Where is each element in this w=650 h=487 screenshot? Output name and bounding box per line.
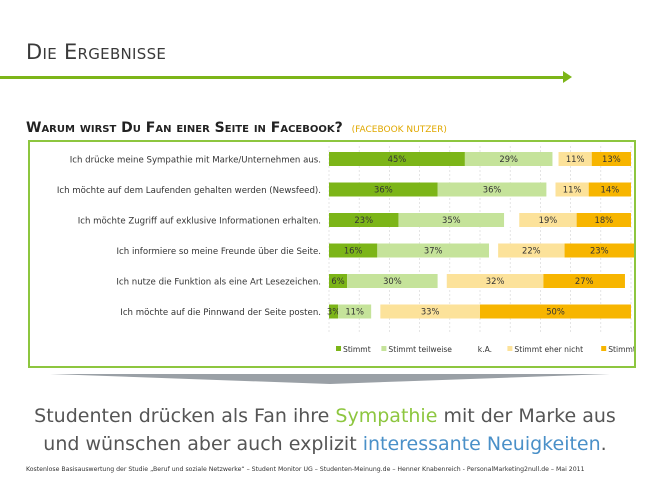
data-label: 19% [539,215,558,225]
legend-label: Stimmt [343,345,371,354]
bar-segment [552,152,559,166]
data-label: 6% [331,276,344,286]
category-label: Ich nutze die Funktion als eine Art Lese… [116,278,321,288]
title-rule [0,76,564,79]
data-label: 32% [486,276,505,286]
data-label: 18% [595,215,614,225]
data-label: 13% [602,154,621,164]
data-label: 37% [424,246,443,256]
bar-segment [329,243,378,258]
data-label: 29% [499,154,518,164]
data-label: 36% [483,185,502,195]
bar-segment [437,182,547,197]
legend-label: Stimmt nicht [608,345,634,354]
bar-segment [519,213,577,227]
data-label: 50% [546,307,565,317]
bar-segment [543,274,625,288]
data-label: 14% [601,185,620,195]
conclusion-line-2: und wünschen aber auch explizit interess… [43,433,607,455]
conclusion-line-1: Studenten drücken als Fan ihre Sympathie… [34,405,616,427]
highlight-neuigkeiten: interessante Neuigkeiten [362,433,601,455]
title-arrow-icon [563,71,572,83]
bar-segment [591,152,631,166]
category-label: Ich möchte auf die Pinnwand der Seite po… [120,308,321,318]
data-label: 35% [442,215,461,225]
category-label: Ich möchte Zugriff auf exklusive Informa… [78,217,321,227]
bar-segment [380,304,480,319]
data-label: 30% [383,276,402,286]
data-label: 27% [575,276,594,286]
bar-segment [564,243,634,258]
bar-segment [446,274,544,288]
bar-segment [329,304,339,319]
bar-segment [377,243,490,258]
data-label: 11% [566,154,585,164]
section-divider [50,374,610,384]
bar-segment [329,274,348,288]
bar-segment [558,152,592,166]
data-label: 23% [590,246,609,256]
question-text: Warum wirst Du Fan einer Seite in Facebo… [26,120,343,136]
chart-box: Ich drücke meine Sympathie mit Marke/Unt… [28,140,636,368]
bar-segment [555,182,589,197]
legend-label: Stimmt teilweise [388,345,452,354]
bar-segment [437,274,447,288]
bar-segment [329,213,399,227]
footer-source: Kostenlose Basisauswertung der Studie „B… [26,466,585,473]
legend-label: Stimmt eher nicht [514,345,583,354]
bar-segment [398,213,505,227]
slide-title: Die Ergebnisse [26,40,167,64]
chart-question: Warum wirst Du Fan einer Seite in Facebo… [26,120,447,136]
legend-swatch [601,346,607,351]
bar-segment [576,213,631,227]
highlight-sympathie: Sympathie [335,405,438,427]
bar-segment [588,182,631,197]
bar-segment [371,304,381,319]
bar-segment [329,182,438,197]
data-label: 36% [374,185,393,195]
bar-segment [504,213,520,227]
data-label: 45% [388,154,407,164]
question-subtitle: (Facebook Nutzer) [351,125,447,135]
bar-segment [338,304,372,319]
conclusion-text: Studenten drücken als Fan ihre Sympathie… [0,402,650,458]
data-label: 33% [421,307,440,317]
legend-label: k.A. [478,345,492,354]
data-label: 22% [522,246,541,256]
data-label: 11% [563,185,582,195]
stacked-bar-chart: Ich drücke meine Sympathie mit Marke/Unt… [57,146,634,354]
bar-segment [498,243,565,258]
category-label: Ich möchte auf dem Laufenden gehalten we… [57,186,321,196]
bar-segment [489,243,499,258]
category-label: Ich drücke meine Sympathie mit Marke/Unt… [70,156,321,166]
bar-segment [546,182,556,197]
legend-swatch [507,346,513,351]
category-label: Ich informiere so meine Freunde über die… [117,247,321,257]
bar-segment [347,274,438,288]
bar-segment [464,152,553,166]
data-label: 11% [345,307,364,317]
bar-segment [329,152,465,166]
data-label: 23% [354,215,373,225]
bar-segment [480,304,631,319]
legend-swatch [381,346,387,351]
data-label: 16% [344,246,363,256]
legend-swatch [336,346,341,351]
data-label: 3% [327,307,340,317]
